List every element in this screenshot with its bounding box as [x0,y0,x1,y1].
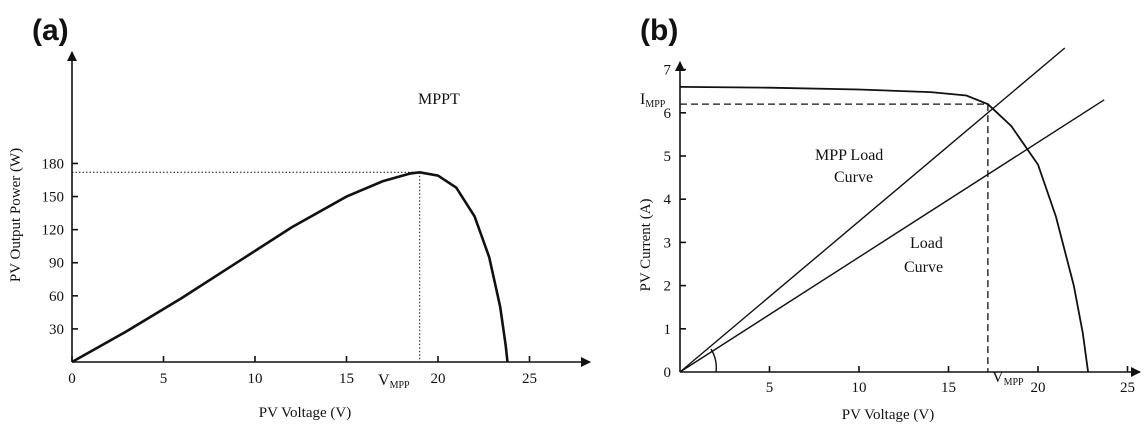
x-tick-label-a: 25 [522,371,537,387]
x-tick-label-a: 0 [68,371,76,387]
mpp-load-label-2: Curve [834,169,873,186]
mpp-load-label-1: MPP Load [815,147,883,164]
impp-label: IMPP [640,91,666,110]
power-voltage-curve [71,170,509,364]
y-tick-label-a: 120 [42,223,65,239]
panel-b-label: (b) [640,14,678,47]
x-tick-label-a: 20 [431,371,446,387]
y-tick-label-b: 2 [664,279,672,295]
angle-arc [710,348,717,373]
y-tick-label-a: 60 [49,289,64,305]
x-tick-label-a: 15 [339,371,354,387]
current-voltage-curve [679,86,1089,373]
y-ticks-a: 30 60 90 120 150 180 [42,156,78,338]
mpp-load-curve [679,47,1066,373]
panel-b: (b) 5 10 15 20 25 0 1 2 3 4 5 6 7 IMPP VMPP MPP Loa… [638,14,1141,423]
load-curve [679,99,1105,373]
x-axis-title-a: PV Voltage (V) [259,405,352,421]
y-tick-label-b: 1 [664,322,672,338]
y-tick-label-a: 90 [49,256,64,272]
y-tick-label-a: 30 [49,322,64,338]
panel-a-label: (a) [32,14,69,47]
y-axis-title-a: PV Output Power (W) [8,148,24,282]
y-tick-label-b: 5 [664,149,672,165]
vmpp-label-a: VMPP [378,372,410,391]
x-tick-label-a: 10 [248,371,263,387]
x-tick-label-b: 10 [852,380,867,396]
x-tick-label-b: 15 [941,380,956,396]
load-label-2: Curve [904,259,943,276]
mppt-label: MPPT [418,91,460,108]
y-tick-label-b: 0 [664,365,672,381]
x-tick-label-b: 5 [766,380,774,396]
x-tick-label-b: 25 [1120,380,1135,396]
x-tick-label-a: 5 [160,371,168,387]
x-ticks-b: 5 10 15 20 25 [766,366,1135,396]
y-axis-title-b: PV Current (A) [638,198,654,291]
vmpp-label-b: VMPP [992,369,1024,388]
y-tick-label-a: 180 [42,156,65,172]
y-tick-label-b: 4 [664,192,672,208]
panel-a: (a) 0 5 10 15 20 25 30 60 90 120 150 180 MPPT VMPP… [8,14,591,421]
y-ticks-b: 0 1 2 3 4 5 6 7 [664,63,686,381]
y-tick-label-b: 6 [664,106,672,122]
load-label-1: Load [910,235,943,252]
y-tick-label-b: 7 [664,63,672,79]
x-tick-label-b: 20 [1031,380,1046,396]
x-ticks-a: 0 5 10 15 20 25 [68,356,537,387]
y-tick-label-b: 3 [664,235,672,251]
y-tick-label-a: 150 [42,190,65,206]
x-axis-title-b: PV Voltage (V) [842,407,935,423]
